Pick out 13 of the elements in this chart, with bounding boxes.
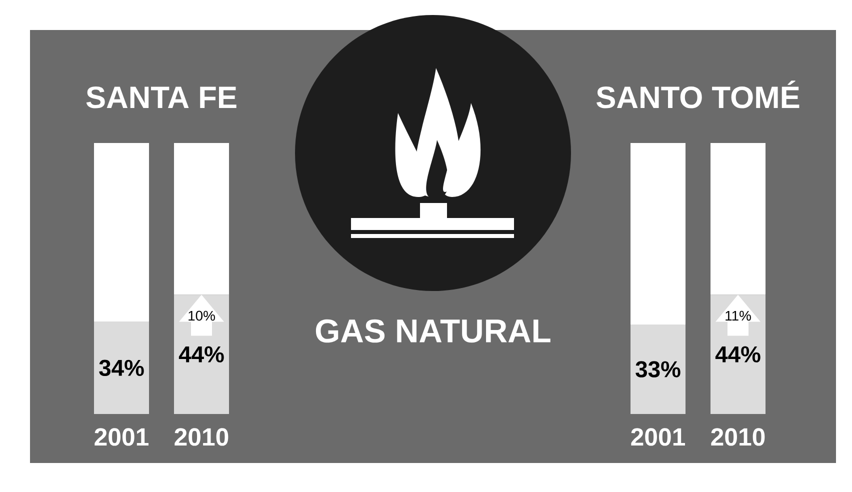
text: GAS NATURAL <box>316 319 550 343</box>
data-label: 44% <box>178 346 224 362</box>
x-tick-label: 2010 <box>711 428 765 446</box>
annotation: 10% <box>188 310 215 321</box>
annotation: 11% <box>726 310 751 321</box>
chart-title: SANTA FE <box>86 86 236 108</box>
data-label: 44% <box>715 346 760 362</box>
x-tick-label: 2010 <box>174 428 228 446</box>
x-tick-label: 2001 <box>631 428 686 446</box>
data-label: 34% <box>99 360 144 376</box>
data-label: 33% <box>636 361 680 378</box>
x-tick-label: 2001 <box>94 428 149 446</box>
chart-title: SANTO TOMÉ <box>596 80 800 108</box>
